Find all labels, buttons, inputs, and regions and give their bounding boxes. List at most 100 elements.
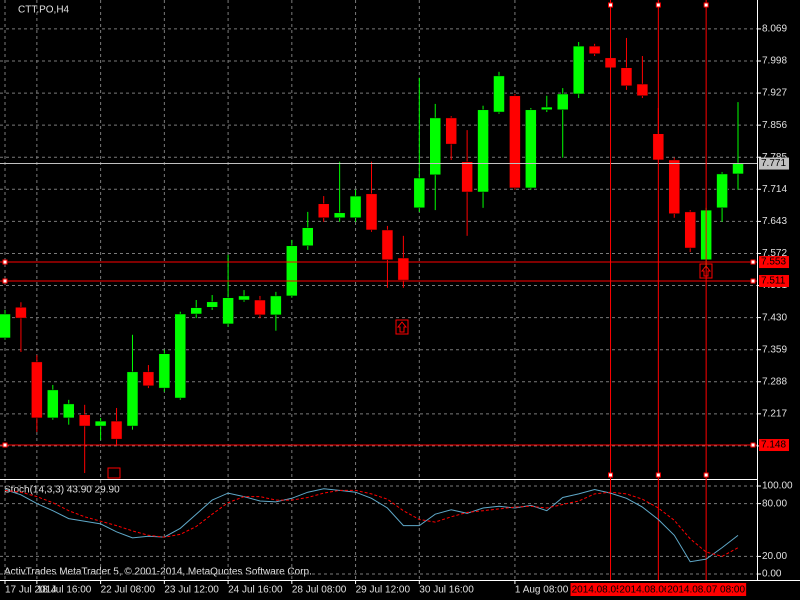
candle-body — [254, 299, 266, 316]
candle-body — [110, 420, 123, 440]
candle-body — [0, 313, 11, 339]
price-label-box — [759, 157, 789, 170]
candle-body — [333, 212, 346, 219]
time-label: 2014.08.05 12:00 — [572, 585, 650, 596]
y-tick-label: 7.927 — [762, 88, 787, 99]
arrow-marker — [395, 319, 409, 335]
candle-body — [636, 83, 649, 97]
candle-body — [668, 159, 681, 214]
indicator-title: Stoch(14,3,3) 43.90 29.90 — [4, 485, 120, 496]
indicator-line — [4, 489, 739, 557]
candle-body — [572, 45, 585, 95]
y-tick-label: 7.217 — [762, 408, 787, 419]
price-label-box — [759, 439, 789, 452]
price-label: 7.771 — [761, 158, 786, 169]
y-tick-label: 7.714 — [762, 184, 787, 195]
grid-verticals — [4, 0, 516, 580]
line-handle — [750, 442, 756, 448]
candle-body — [381, 229, 394, 261]
line-handle — [750, 278, 756, 284]
y-tick-label: 7.998 — [762, 56, 787, 67]
y-tick-label: 7.785 — [762, 152, 787, 163]
candle-body — [365, 193, 378, 231]
line-handle — [750, 259, 756, 265]
line-handle — [2, 278, 8, 284]
candle-body — [206, 301, 218, 308]
candle-body — [142, 371, 155, 387]
candle-body — [174, 313, 187, 399]
candle-body — [349, 195, 362, 219]
y-tick-label: 7.359 — [762, 344, 787, 355]
footer: ActivTrades MetaTrader 5, © 2001-2014, M… — [4, 567, 312, 578]
candle-body — [445, 117, 457, 145]
candle-body — [317, 203, 330, 219]
time-label: 2014.08.06 08:00 — [619, 585, 697, 596]
x-tick-label: 29 Jul 12:00 — [356, 585, 411, 596]
candle-body — [525, 109, 537, 189]
x-tick-label: 24 Jul 16:00 — [228, 585, 283, 596]
x-tick-label: 1 Aug 08:00 — [515, 585, 569, 596]
price-label: 7.148 — [761, 440, 786, 451]
price-label-box — [759, 256, 789, 269]
candle-body — [286, 245, 298, 297]
candle-body — [429, 117, 441, 176]
x-tick-label: 17 Jul 2014 — [5, 585, 57, 596]
candle-body — [222, 297, 234, 325]
line-handle — [608, 2, 614, 8]
candle-body — [15, 306, 27, 319]
time-label-box — [666, 583, 747, 596]
candle-body — [62, 403, 75, 419]
candle-body — [509, 95, 521, 189]
y-tick-label: 8.069 — [762, 24, 787, 35]
candle-body — [190, 307, 202, 315]
candle-body — [461, 161, 473, 193]
line-handle — [703, 472, 709, 478]
y-tick-label: 7.430 — [762, 312, 787, 323]
candle-body — [302, 227, 314, 247]
y-tick-label: 80.00 — [762, 498, 787, 509]
indicator-line — [4, 488, 739, 563]
candle-body — [541, 106, 553, 111]
y-tick-label: 100.00 — [762, 481, 793, 492]
candle-body — [477, 109, 489, 193]
chart-title: CTT.PO,H4 — [18, 5, 70, 16]
candle-body — [126, 371, 139, 427]
x-tick-label: 18 Jul 16:00 — [37, 585, 92, 596]
candle-body — [588, 45, 601, 55]
candle-body — [732, 162, 744, 175]
candle-body — [413, 177, 426, 209]
x-tick-label: 28 Jul 08:00 — [292, 585, 347, 596]
candle-body — [620, 67, 633, 87]
candle-body — [493, 75, 505, 113]
y-tick-label: 20.00 — [762, 551, 787, 562]
candle-body — [556, 93, 569, 111]
candle-body — [684, 211, 696, 249]
line-handle — [608, 472, 614, 478]
x-tick-label: 22 Jul 08:00 — [101, 585, 156, 596]
candle-body — [94, 420, 107, 427]
candle-body — [716, 173, 728, 209]
x-tick-label: 23 Jul 12:00 — [164, 585, 219, 596]
candle-body — [158, 353, 171, 389]
candle-body — [31, 361, 43, 419]
candle-body — [397, 257, 410, 281]
candle-body — [78, 414, 91, 427]
y-tick-label: 7.856 — [762, 120, 787, 131]
line-handle — [2, 442, 8, 448]
y-tick-label: 7.643 — [762, 216, 787, 227]
candle-body — [47, 389, 59, 419]
price-label: 7.511 — [761, 276, 786, 287]
candle-body — [270, 295, 282, 316]
y-tick-label: 0.00 — [762, 569, 782, 580]
line-handle — [703, 2, 709, 8]
candle-body — [238, 295, 250, 301]
line-handle — [2, 259, 8, 265]
line-handle — [655, 472, 661, 478]
price-label-box — [759, 275, 789, 288]
time-label: 2014.08.07 08:00 — [667, 585, 745, 596]
price-label: 7.553 — [761, 257, 786, 268]
y-tick-label: 7.572 — [762, 248, 787, 259]
